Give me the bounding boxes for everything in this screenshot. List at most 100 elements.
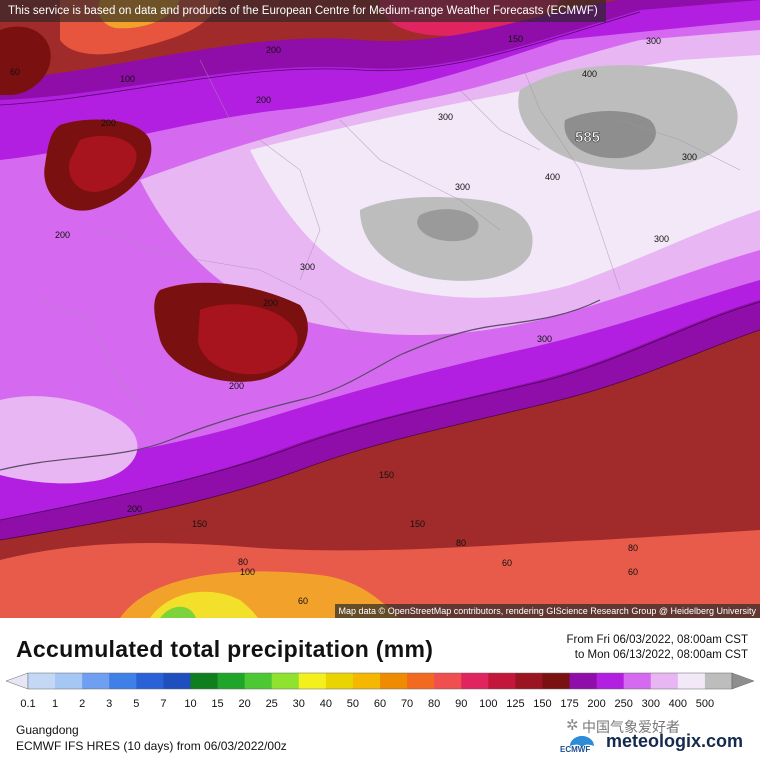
model-run-label: ECMWF IFS HRES (10 days) from 06/03/2022… [16, 739, 287, 753]
colorbar-swatch [407, 673, 435, 689]
contour-label: 150 [508, 34, 523, 44]
precip-band-30 [160, 606, 196, 618]
contour-label: 100 [120, 74, 135, 84]
contour-label: 80 [238, 557, 248, 567]
colorbar-swatch [380, 673, 408, 689]
contour-label: 400 [545, 172, 560, 182]
colorbar-tick-label: 50 [347, 698, 359, 710]
contour-label: 60 [10, 67, 20, 77]
contour-label: 150 [192, 519, 207, 529]
colorbar-swatch [163, 673, 191, 689]
valid-from: From Fri 06/03/2022, 08:00am CST [566, 634, 748, 646]
contour-label: 60 [502, 558, 512, 568]
contour-label-group: 300 300 300 300 300 300 300 400 400 200 … [10, 34, 697, 606]
contour-label: 150 [410, 519, 425, 529]
colorbar-swatch [190, 673, 219, 689]
colorbar-tick-label: 5 [133, 698, 139, 710]
precipitation-map: 300 300 300 300 300 300 300 400 400 200 … [0, 0, 760, 618]
meteologix-brand[interactable]: meteologix.com [606, 731, 744, 751]
colorbar-tick-label: 3 [106, 698, 112, 710]
contour-label: 100 [240, 567, 255, 577]
contour-label: 200 [229, 381, 244, 391]
colorbar-swatch [461, 673, 489, 689]
precip-cell-northwest-red [69, 136, 137, 192]
colorbar-tick-label: 7 [160, 698, 166, 710]
colorbar-tick-label: 150 [533, 698, 551, 710]
colorbar-tick-label: 25 [266, 698, 278, 710]
colorbar-swatch [623, 673, 652, 689]
contour-label: 200 [101, 118, 116, 128]
admin-boundaries [39, 59, 741, 421]
region-label: Guangdong [16, 723, 79, 737]
colorbar-tick-label: 175 [560, 698, 578, 710]
map-attribution[interactable]: Map data © OpenStreetMap contributors, r… [334, 604, 760, 618]
contour-label: 60 [628, 567, 638, 577]
precip-band-450 [417, 209, 479, 242]
colorbar-tick-label: 250 [615, 698, 633, 710]
colorbar-swatch [650, 673, 679, 689]
watermark-text: 中国气象爱好者 [582, 719, 680, 735]
colorbar-tick-label: 200 [587, 698, 605, 710]
colorbar-swatch [542, 673, 571, 689]
max-value-label: 585 [575, 129, 600, 146]
contour-label: 60 [298, 596, 308, 606]
colorbar-tick-label: 300 [642, 698, 660, 710]
colorbar-frame [27, 672, 733, 690]
valid-to: to Mon 06/13/2022, 08:00am CST [574, 649, 748, 661]
colorbar-swatch [488, 673, 516, 689]
contour-label: 400 [582, 69, 597, 79]
colorbar-tick-label: 80 [428, 698, 440, 710]
colorbar-tick-label: 90 [455, 698, 467, 710]
colorbar-swatch [704, 673, 733, 689]
contour-label: 80 [628, 543, 638, 553]
contour-label: 80 [456, 538, 466, 548]
chart-title: Accumulated total precipitation (mm) [16, 636, 434, 662]
colorbar-tick-label: 2 [79, 698, 85, 710]
coastline [0, 299, 601, 471]
colorbar-tick-label: 400 [669, 698, 687, 710]
precip-coastal-patch [0, 396, 138, 484]
colorbar-swatch [596, 673, 625, 689]
contour-label: 200 [256, 95, 271, 105]
ecmwf-logo-icon [570, 736, 594, 748]
precip-cell-west-red [198, 304, 298, 375]
contour-label: 300 [646, 36, 661, 46]
colorbar-swatch [136, 673, 164, 689]
colorbar-swatch [271, 673, 300, 689]
contour-label: 200 [263, 298, 278, 308]
contour-label: 200 [266, 45, 281, 55]
map-canvas: 300 300 300 300 300 300 300 400 400 200 … [0, 0, 760, 618]
colorbar-tick-label: 10 [184, 698, 196, 710]
colorbar-tick-label: 1 [52, 698, 58, 710]
colorbar-swatch [55, 673, 83, 689]
contour-label: 300 [654, 234, 669, 244]
colorbar-swatch [677, 673, 706, 689]
contour-label: 300 [438, 112, 453, 122]
contour-label: 300 [682, 152, 697, 162]
colorbar-svg: 0.1 1 2 3 5 7 10 15 20 25 30 40 50 60 70 80 90 100 125 150 1… [5, 672, 755, 710]
colorbar-legend: 0.1 1 2 3 5 7 10 15 20 25 30 40 50 60 70 80 90 100 125 150 1… [0, 669, 760, 715]
colorbar-tick-label: 15 [211, 698, 223, 710]
colorbar-tick-label: 20 [238, 698, 250, 710]
contour-label: 200 [55, 230, 70, 240]
precip-band-500 [564, 111, 656, 159]
colorbar-tick-label: 125 [506, 698, 524, 710]
colorbar-swatch [28, 673, 56, 689]
colorbar-swatch [244, 673, 273, 689]
colorbar-swatch [352, 673, 381, 689]
contour-lines [0, 11, 760, 541]
colorbar-swatch [298, 673, 327, 689]
colorbar-swatch [569, 673, 598, 689]
contour-label: 200 [127, 504, 142, 514]
contour-label: 150 [379, 470, 394, 480]
colorbar-tick-label: 100 [479, 698, 497, 710]
colorbar-arrow-right [731, 672, 755, 690]
colorbar-swatch [217, 673, 246, 689]
colorbar-swatch [325, 673, 354, 689]
colorbar-swatch [82, 673, 110, 689]
colorbar-tick-label: 0.1 [20, 698, 35, 710]
colorbar-tick-label: 30 [293, 698, 305, 710]
colorbar-swatch [434, 673, 462, 689]
ecmwf-logo-text: ECMWF [560, 745, 591, 754]
colorbar-tick-label: 60 [374, 698, 386, 710]
